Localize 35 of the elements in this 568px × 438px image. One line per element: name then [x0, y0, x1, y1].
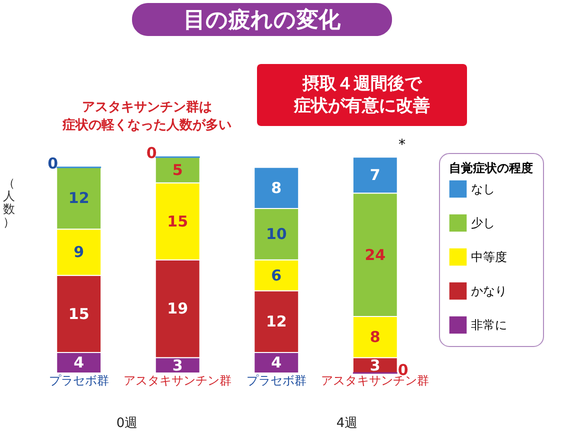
y-axis-title: （人数）	[3, 176, 15, 229]
x-tick-label: プラセボ群	[48, 374, 109, 388]
data-label: 15	[68, 304, 90, 323]
data-label: 19	[167, 300, 188, 318]
data-label: 8	[370, 328, 380, 346]
text: 摂取４週間後で症状が有意に改善	[293, 74, 430, 116]
data-label: 8	[271, 178, 282, 197]
data-label: 6	[271, 266, 282, 284]
data-label: 0	[146, 144, 157, 162]
x-tick-label: プラセボ群	[246, 374, 306, 388]
data-label: 5	[172, 160, 183, 179]
legend-label: 中等度	[471, 250, 507, 264]
data-label: 0	[48, 154, 58, 172]
data-label: 3	[370, 356, 380, 374]
data-label: 7	[370, 166, 380, 184]
data-label: 12	[68, 189, 90, 208]
text: *	[398, 137, 406, 153]
legend-title: 自覚症状の程度	[449, 161, 533, 175]
data-label: 4	[271, 354, 282, 372]
text: アスタキサンチン群は症状の軽くなった人数が多い	[62, 100, 232, 133]
x-tick-label: アスタキサンチン群	[124, 374, 232, 388]
data-label: 10	[266, 225, 287, 244]
chart-title: 目の疲れの変化	[184, 7, 342, 33]
data-label: 9	[74, 243, 84, 262]
data-label: 12	[266, 312, 287, 331]
legend-label: 少し	[471, 216, 495, 230]
legend-label: かなり	[471, 284, 507, 298]
data-label: 15	[167, 212, 188, 230]
text: 0週	[116, 416, 138, 431]
legend-label: 非常に	[471, 318, 507, 332]
legend-label: なし	[471, 182, 495, 196]
data-label: 4	[74, 354, 84, 372]
text: 4週	[336, 416, 358, 431]
data-label: 3	[172, 356, 183, 374]
data-label: 24	[364, 246, 386, 264]
